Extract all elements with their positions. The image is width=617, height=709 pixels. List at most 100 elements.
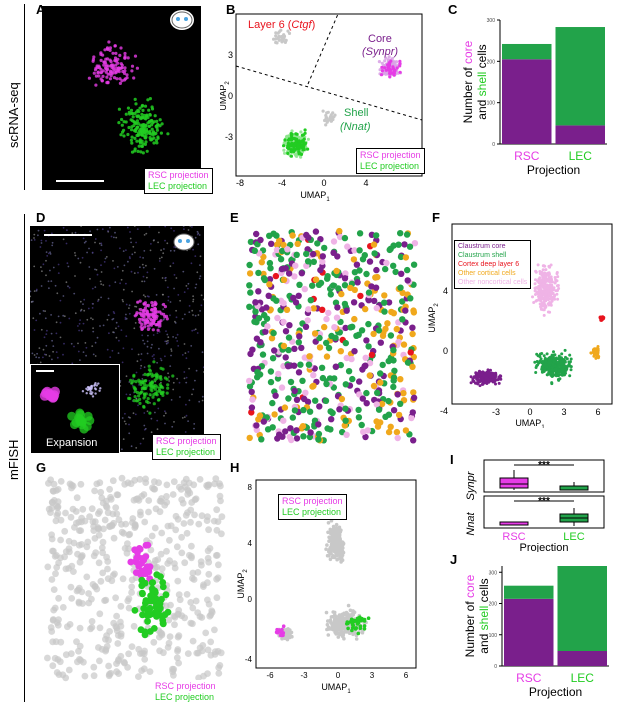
lec-labelled-cell — [165, 377, 169, 381]
dapi-cell — [128, 304, 131, 307]
dapi-cell — [175, 309, 178, 312]
spatial-cell — [270, 329, 277, 337]
dapi-cell — [199, 310, 202, 312]
dapi-cell — [157, 241, 159, 244]
probe-puncta — [93, 387, 97, 390]
spatial-cell — [368, 351, 376, 359]
spatial-cell — [282, 354, 289, 361]
noncortical-cell — [532, 301, 536, 304]
noncortical-cell — [550, 289, 554, 292]
unlabelled-cell — [118, 528, 126, 536]
unlabelled-cell — [145, 508, 152, 516]
panel-b-yticks: 3 0 -3 — [225, 50, 233, 142]
dapi-cell — [88, 266, 91, 268]
dapi-cell — [163, 248, 165, 250]
spatial-cell — [324, 275, 331, 282]
rsc-cell — [127, 558, 135, 566]
dapi-cell — [173, 230, 175, 232]
unlabelled-cell — [334, 529, 339, 533]
dapi-cell — [158, 260, 161, 262]
lec-labelled-cell — [156, 398, 161, 402]
unlabelled-cell — [117, 618, 124, 626]
spatial-cell — [293, 427, 300, 434]
dapi-cell — [193, 423, 196, 425]
spatial-cell — [263, 304, 270, 311]
dapi-cell — [164, 410, 166, 413]
dapi-cell — [194, 286, 197, 289]
spatial-cell — [323, 315, 330, 323]
f-ytick: 4 — [443, 286, 448, 296]
panel-label-g: G — [36, 460, 47, 475]
dapi-cell — [143, 412, 146, 414]
rsc-labelled-cell — [112, 76, 117, 80]
dapi-cell — [198, 234, 201, 236]
lec-labelled-cell — [130, 150, 135, 154]
spatial-cell — [289, 232, 296, 239]
lec-labelled-cell — [155, 390, 159, 394]
spatial-cell — [373, 266, 380, 274]
dapi-cell — [146, 271, 149, 274]
unlabelled-cell — [59, 604, 67, 611]
dapi-cell — [170, 354, 172, 357]
layer6-cell — [274, 34, 278, 38]
dapi-cell — [77, 342, 79, 345]
spatial-cell — [360, 428, 367, 436]
spatial-cell — [312, 276, 320, 283]
rsc-labelled-cell — [99, 71, 103, 75]
legend-d-rsc: RSC projection — [156, 436, 217, 446]
rsc-labelled-cell — [94, 83, 98, 87]
spatial-cell — [278, 265, 286, 273]
dapi-cell — [32, 317, 35, 320]
unlabelled-cell — [212, 552, 220, 559]
dapi-cell — [163, 318, 166, 320]
lec-labelled-cell — [128, 396, 132, 401]
dapi-cell — [96, 228, 99, 231]
dapi-cell — [135, 241, 137, 244]
layer6-cell — [280, 37, 284, 42]
lec-labelled-cell — [146, 98, 150, 102]
unlabelled-cell — [150, 638, 158, 646]
dapi-cell — [49, 269, 51, 272]
dapi-cell — [143, 424, 146, 427]
dapi-cell — [122, 347, 125, 350]
core-cell — [497, 377, 500, 381]
unlabelled-cell — [208, 608, 216, 616]
noncortical-cell — [542, 264, 546, 268]
dapi-cell — [35, 289, 38, 292]
dapi-cell — [169, 265, 172, 268]
unlabelled-cell — [90, 663, 98, 671]
unlabelled-cell — [68, 562, 76, 570]
core-cell — [390, 57, 394, 61]
spatial-cell — [269, 424, 276, 431]
other-cell — [324, 123, 328, 127]
dapi-cell — [123, 264, 126, 267]
dapi-cell — [185, 403, 187, 406]
side-label-scrnaseq: scRNA-seq — [6, 82, 21, 148]
unlabelled-cell — [79, 505, 87, 513]
dapi-cell — [115, 321, 118, 324]
lec-labelled-cell — [133, 97, 137, 101]
dapi-cell — [96, 336, 99, 339]
spatial-cell — [399, 316, 406, 323]
rsc-labelled-cell — [142, 311, 146, 316]
dapi-cell — [162, 308, 165, 310]
lec-cell — [137, 626, 145, 634]
spatial-cell — [252, 308, 259, 315]
layer6-cell — [277, 38, 281, 42]
lec-cell — [345, 620, 350, 624]
rsc-labelled-cell — [121, 69, 125, 74]
spatial-cell — [410, 353, 417, 361]
dapi-cell — [103, 261, 106, 263]
dapi-cell — [121, 361, 124, 364]
unlabelled-cell — [48, 535, 56, 543]
noncortical-cell — [539, 294, 543, 298]
rsc-labelled-cell — [111, 70, 115, 74]
unlabelled-cell — [326, 530, 330, 535]
rsc-labelled-cell — [105, 75, 109, 79]
dapi-cell — [122, 288, 125, 291]
rsc-cell — [275, 627, 279, 632]
dapi-cell — [45, 274, 47, 277]
shell-cell — [541, 366, 545, 370]
unlabelled-cell — [186, 489, 194, 497]
dapi-cell — [172, 381, 175, 384]
